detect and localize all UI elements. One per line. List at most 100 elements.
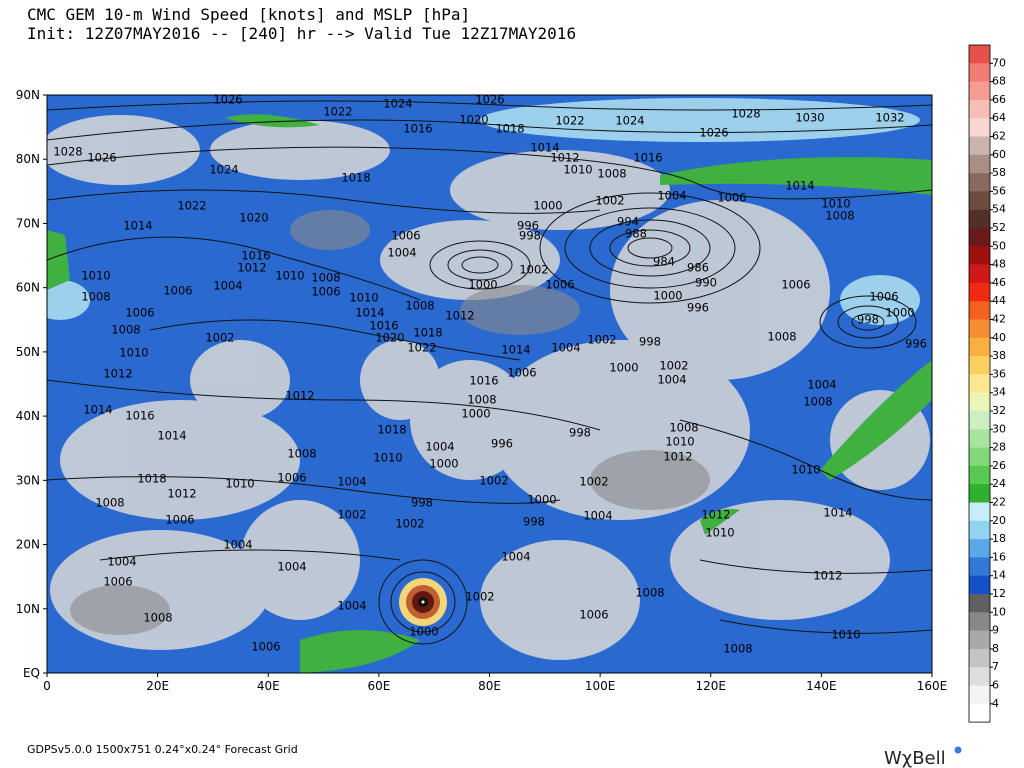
isobar-label: 1006: [545, 278, 574, 292]
isobar-label: 1008: [311, 271, 340, 285]
lat-label: 30N: [16, 473, 40, 487]
isobar-label: 1010: [81, 269, 110, 283]
isobar-label: 1008: [767, 330, 796, 344]
isobar-label: 1010: [563, 163, 592, 177]
colorbar-label: 6: [992, 679, 999, 692]
isobar-label: 1004: [657, 373, 686, 387]
isobar-label: 1008: [467, 393, 496, 407]
isobar-label: 1012: [663, 450, 692, 464]
lat-label: 80N: [16, 152, 40, 166]
isobar-label: 1014: [157, 429, 186, 443]
isobar-label: 1004: [501, 550, 530, 564]
isobar-label: 1004: [657, 189, 686, 203]
colorbar-label: 24: [992, 477, 1006, 490]
colorbar-swatch: [969, 282, 990, 302]
isobar-label: 1032: [875, 111, 904, 125]
isobar-label: 1016: [633, 151, 662, 165]
dark-shading: [70, 210, 710, 635]
isobar-label: 996: [905, 337, 927, 351]
colorbar-swatch: [969, 392, 990, 412]
colorbar-swatch: [969, 228, 990, 247]
title: CMC GEM 10-m Wind Speed [knots] and MSLP…: [27, 5, 470, 24]
isobar-label: 1006: [781, 278, 810, 292]
isobar-label: 1008: [803, 395, 832, 409]
colorbar-label: 26: [992, 459, 1006, 472]
isobar-label: 1008: [635, 586, 664, 600]
isobar-label: 1000: [409, 625, 438, 639]
isobar-label: 1010: [665, 435, 694, 449]
colorbar-label: 4: [992, 697, 999, 710]
colorbar-swatch: [969, 301, 990, 320]
lon-label: 20E: [146, 679, 169, 693]
lat-label: 50N: [16, 345, 40, 359]
isobar-label: 1006: [277, 471, 306, 485]
isobar-label: 1022: [177, 199, 206, 213]
colorbar-label: 20: [992, 514, 1006, 527]
isobar-label: 1018: [495, 122, 524, 136]
isobar-label: 1010: [831, 628, 860, 642]
colorbar-swatch: [969, 118, 990, 137]
isobar-label: 1028: [731, 107, 760, 121]
colorbar-swatch: [969, 502, 990, 522]
colorbar-label: 12: [992, 587, 1006, 600]
isobar-label: 1014: [501, 343, 530, 357]
isobar-label: 1012: [103, 367, 132, 381]
isobar-label: 1030: [795, 111, 824, 125]
isobar-label: 1010: [821, 197, 850, 211]
isobar-label: 1004: [387, 246, 416, 260]
isobar-label: 1008: [597, 167, 626, 181]
isobar-label: 1002: [465, 590, 494, 604]
isobar-label: 1002: [659, 359, 688, 373]
tropical-cyclone: [399, 578, 447, 626]
isobar-label: 1010: [119, 346, 148, 360]
isobar-label: 1000: [533, 199, 562, 213]
isobar-label: 1012: [285, 389, 314, 403]
colorbar-swatch: [969, 264, 990, 284]
isobar-label: 1024: [383, 97, 412, 111]
isobar-label: 1024: [615, 114, 644, 128]
colorbar-label: 54: [992, 203, 1006, 216]
isobar-label: 1026: [699, 126, 728, 140]
isobar-label: 1000: [429, 457, 458, 471]
colorbar-label: 34: [992, 386, 1006, 399]
isobar-label: 1004: [223, 538, 252, 552]
isobar-label: 1004: [583, 509, 612, 523]
colorbar-label: 30: [992, 422, 1006, 435]
colorbar-label: 68: [992, 75, 1006, 88]
colorbar-swatch: [969, 465, 990, 485]
isobar-label: 1002: [587, 333, 616, 347]
lon-label: 0: [43, 679, 51, 693]
lat-label: 90N: [16, 88, 40, 102]
colorbar-label: 52: [992, 221, 1006, 234]
colorbar-frame: [968, 44, 991, 723]
colorbar-label: 36: [992, 367, 1006, 380]
colorbar-swatch: [969, 154, 990, 174]
isobar-label: 1008: [111, 323, 140, 337]
colorbar-swatch: [969, 484, 990, 503]
lon-label: 160E: [917, 679, 948, 693]
isobar-label: 1006: [125, 306, 154, 320]
colorbar-label: 40: [992, 331, 1006, 344]
isobar-label: 1006: [869, 290, 898, 304]
isobar-label: 1018: [137, 472, 166, 486]
colorbar-swatch: [969, 374, 990, 393]
colorbar-swatch: [969, 594, 990, 613]
isobar-label: 996: [491, 437, 513, 451]
lon-label: 140E: [806, 679, 837, 693]
colorbar-label: 60: [992, 148, 1006, 161]
isobar-label: 998: [523, 515, 545, 529]
colorbar-swatch: [969, 648, 990, 668]
lon-label: 80E: [478, 679, 501, 693]
isobar-label: 1028: [53, 145, 82, 159]
isobar-label: 1004: [337, 475, 366, 489]
colorbar-swatch: [969, 703, 990, 723]
isobar-label: 990: [695, 276, 717, 290]
isobar-label: 1024: [209, 163, 238, 177]
lat-label: 10N: [16, 602, 40, 616]
isobar-label: 1022: [555, 114, 584, 128]
isobar-label: 1014: [83, 403, 112, 417]
isobar-label: 1000: [653, 289, 682, 303]
